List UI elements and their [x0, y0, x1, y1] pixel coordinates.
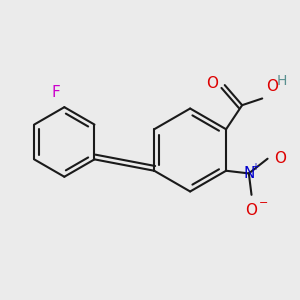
Text: N: N — [243, 166, 254, 181]
Text: O: O — [206, 76, 218, 91]
Text: H: H — [277, 74, 287, 88]
Text: +: + — [251, 162, 260, 172]
Text: −: − — [259, 198, 268, 208]
Text: O: O — [245, 203, 257, 218]
Text: O: O — [274, 151, 286, 166]
Text: O: O — [266, 80, 278, 94]
Text: F: F — [52, 85, 61, 100]
